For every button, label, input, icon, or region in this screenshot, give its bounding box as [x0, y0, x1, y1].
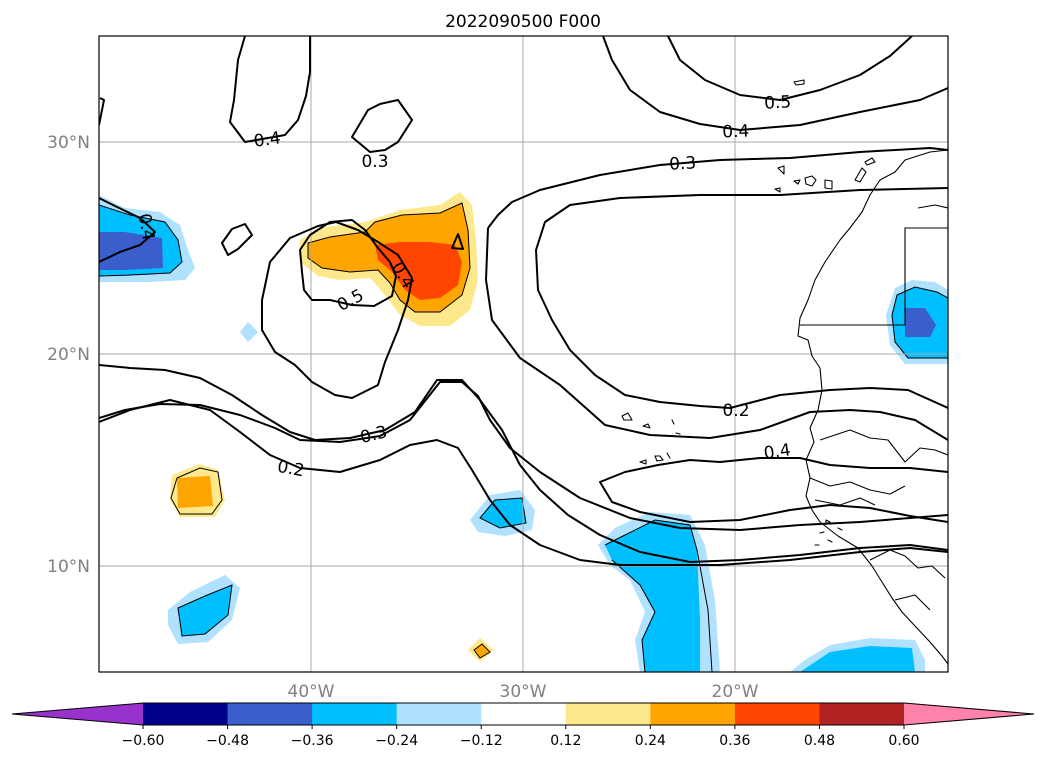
map-area: 0.4 0.3 0.5 0.4 0.3 0.4 0.5 0.4 0.2 0.4 …	[99, 36, 948, 672]
border-a	[800, 227, 948, 326]
blue-region-mid-core	[480, 498, 526, 528]
colorbar-segment	[650, 703, 736, 725]
shaded-fields	[99, 192, 948, 672]
contour-label: 0.2	[276, 457, 306, 481]
lon-label: 20°W	[712, 682, 759, 702]
outline-plume-west	[611, 559, 656, 672]
islands-bissagos	[814, 519, 843, 546]
border-b	[917, 204, 948, 209]
royalblue-region-west	[99, 232, 163, 270]
map-title: 2022090500 F000	[445, 12, 601, 32]
contour-nw-0.4	[229, 36, 311, 143]
gridlines	[99, 36, 948, 672]
orange-region-southwest	[177, 476, 213, 508]
blue-region-southwest-core	[178, 585, 232, 636]
contour-0.2-east	[535, 187, 948, 409]
lon-label: 30°W	[500, 682, 547, 702]
outline-southwest	[170, 467, 223, 515]
contour-label: 0.2	[722, 401, 749, 421]
colorbar-segment	[143, 703, 229, 725]
contour-0.3-northeast	[487, 147, 948, 229]
lat-labels: 30°N 20°N 10°N	[47, 133, 90, 577]
contours	[99, 36, 948, 566]
coastlines	[621, 79, 948, 665]
map-frame	[98, 35, 949, 673]
lat-label: 20°N	[47, 345, 90, 365]
colorbar-tick-label: 0.48	[804, 733, 835, 749]
contour-label: 0.4	[253, 128, 283, 152]
contour-label: 0.5	[764, 92, 792, 113]
contour-0.5-central	[299, 219, 397, 307]
africa-coastline	[797, 149, 948, 665]
border-g	[894, 594, 931, 611]
colorbar-segment	[396, 703, 482, 725]
lat-label: 10°N	[47, 557, 90, 577]
lon-label: 40°W	[288, 682, 335, 702]
colorbar-segment	[227, 703, 313, 725]
orangered-region-central	[375, 242, 462, 300]
colorbar-tick-label: 0.24	[635, 733, 666, 749]
outline-blob-sw	[177, 584, 233, 637]
contour-0.2-outer	[485, 227, 948, 441]
islands-canary	[774, 79, 876, 193]
lon-labels: 40°W 30°W 20°W	[288, 682, 759, 702]
blue-region-south-central-core	[605, 520, 700, 672]
outline-east	[891, 286, 948, 359]
colorbar-tick-label: −0.48	[206, 733, 249, 749]
blue-region-southeast-core	[800, 646, 915, 672]
colorbar-segment	[565, 703, 651, 725]
contour-small-west	[99, 97, 105, 126]
contour-label: 0.4	[134, 212, 158, 242]
colorbar-segment	[481, 703, 567, 725]
outline-plume	[604, 519, 713, 672]
contour-label: 0.3	[669, 153, 697, 174]
contour-small-triangle	[451, 233, 464, 250]
colorbar: −0.60 −0.48 −0.36 −0.24 −0.12 0.12 0.24 0.36 0.4…	[11, 702, 1035, 749]
islands-capeverde	[621, 412, 681, 465]
contour-0.2-south	[99, 364, 948, 563]
border-c	[819, 429, 948, 463]
royalblue-region-east	[905, 308, 936, 337]
contour-0.3-north	[351, 99, 413, 153]
colorbar-tick-label: 0.12	[550, 733, 581, 749]
contour-label: 0.4	[722, 122, 750, 143]
outline-dot	[473, 643, 491, 659]
lat-label: 30°N	[47, 133, 90, 153]
border-d	[809, 477, 906, 495]
colorbar-tick-label: −0.60	[122, 733, 165, 749]
colorbar-segment	[734, 703, 820, 725]
contour-small-blob	[221, 223, 253, 256]
colorbar-segment	[819, 703, 905, 725]
colorbar-tick-label: 0.60	[888, 733, 919, 749]
contour-west-0.4	[99, 197, 156, 263]
colorbar-tick-label: −0.12	[460, 733, 503, 749]
colorbar-tick-label: −0.24	[375, 733, 418, 749]
border-e	[814, 497, 876, 506]
colorbar-segment	[312, 703, 398, 725]
colorbar-tick-label: −0.36	[291, 733, 334, 749]
outline-central	[307, 202, 471, 313]
contour-0.4-central	[261, 221, 413, 399]
contour-label: 0.4	[763, 440, 793, 464]
colorbar-tick-label: 0.36	[719, 733, 750, 749]
contour-0.4-southeast	[599, 457, 948, 523]
colorbar-extend-low	[12, 703, 143, 725]
border-f	[869, 549, 946, 579]
blue-dot	[240, 322, 258, 342]
contour-0.2-southwest	[99, 399, 948, 566]
contour-label: 0.3	[361, 152, 388, 172]
colorbar-extend-high	[904, 703, 1034, 725]
contour-0.4-northeast	[602, 36, 948, 131]
contour-0.5-northeast	[667, 36, 913, 101]
